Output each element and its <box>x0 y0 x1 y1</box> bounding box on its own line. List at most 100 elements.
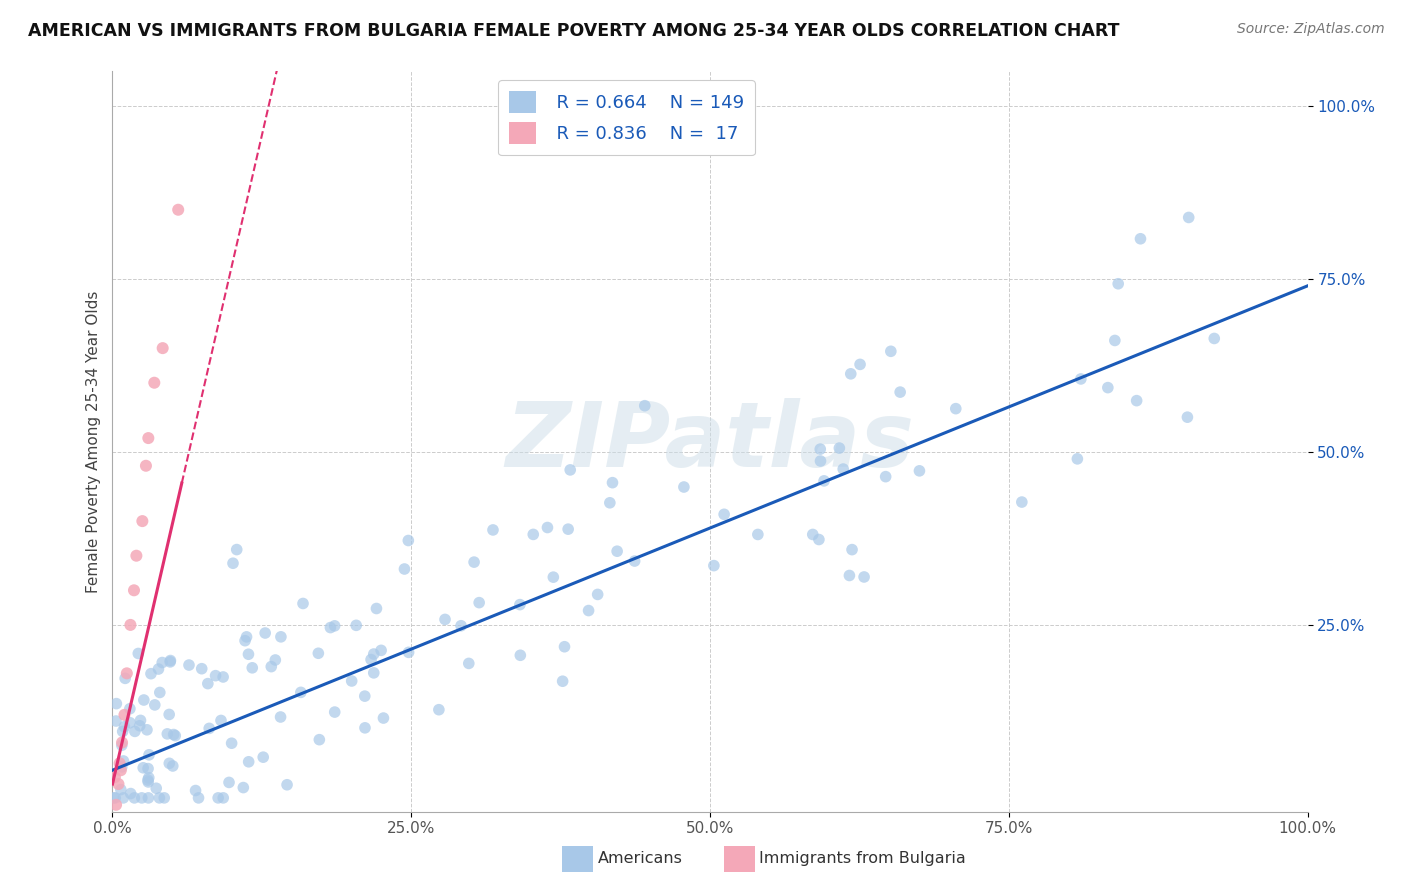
Point <box>370 643 392 657</box>
Point <box>838 568 860 582</box>
Point <box>136 723 159 737</box>
Point <box>363 665 385 680</box>
Point <box>112 754 135 768</box>
Point <box>853 570 876 584</box>
Point <box>131 790 153 805</box>
Y-axis label: Female Poverty Among 25-34 Year Olds: Female Poverty Among 25-34 Year Olds <box>86 291 101 592</box>
Point <box>276 778 298 792</box>
Point <box>1070 372 1092 386</box>
Point <box>354 721 377 735</box>
Point <box>122 583 145 598</box>
Point <box>908 464 931 478</box>
Point <box>1129 232 1152 246</box>
Point <box>396 533 419 548</box>
Point <box>105 697 128 711</box>
Point <box>1177 211 1199 225</box>
Point <box>167 202 190 217</box>
Point <box>232 780 254 795</box>
Point <box>319 621 342 635</box>
Point <box>129 714 152 728</box>
Point <box>841 542 863 557</box>
Point <box>145 781 167 796</box>
Point <box>849 358 872 372</box>
Point <box>945 401 967 416</box>
Point <box>118 715 141 730</box>
Point <box>207 790 229 805</box>
Point <box>366 601 388 615</box>
Text: AMERICAN VS IMMIGRANTS FROM BULGARIA FEMALE POVERTY AMONG 25-34 YEAR OLDS CORREL: AMERICAN VS IMMIGRANTS FROM BULGARIA FEM… <box>28 22 1119 40</box>
Point <box>127 647 149 661</box>
Point <box>810 454 832 468</box>
Point <box>1107 277 1129 291</box>
Point <box>353 689 375 703</box>
Text: Source: ZipAtlas.com: Source: ZipAtlas.com <box>1237 22 1385 37</box>
Point <box>114 707 135 722</box>
Point <box>509 598 531 612</box>
Point <box>1177 410 1199 425</box>
Point <box>1011 495 1033 509</box>
Point <box>110 782 132 797</box>
Point <box>159 655 181 669</box>
Point <box>112 790 135 805</box>
Point <box>198 722 221 736</box>
Point <box>222 556 245 570</box>
Point <box>110 763 132 777</box>
Point <box>344 618 367 632</box>
Point <box>238 755 260 769</box>
Point <box>138 431 160 445</box>
Text: ZIPatlas: ZIPatlas <box>506 398 914 485</box>
Point <box>340 673 363 688</box>
Point <box>159 654 181 668</box>
Point <box>807 533 830 547</box>
Point <box>292 597 315 611</box>
Point <box>427 703 450 717</box>
Point <box>131 514 153 528</box>
Point <box>128 719 150 733</box>
Point <box>522 527 544 541</box>
Point <box>839 367 862 381</box>
Point <box>323 619 346 633</box>
Point <box>218 775 240 789</box>
Point <box>221 736 243 750</box>
Point <box>801 527 824 541</box>
Point <box>560 463 582 477</box>
Point <box>634 399 657 413</box>
Legend:   R = 0.664    N = 149,   R = 0.836    N =  17: R = 0.664 N = 149, R = 0.836 N = 17 <box>498 80 755 155</box>
Point <box>157 756 180 771</box>
Point <box>162 727 184 741</box>
Text: Americans: Americans <box>598 852 682 866</box>
Point <box>672 480 695 494</box>
Point <box>254 626 277 640</box>
Point <box>363 647 385 661</box>
Point <box>307 646 329 660</box>
Point <box>457 657 479 671</box>
Point <box>238 647 260 661</box>
Point <box>509 648 531 663</box>
Point <box>713 508 735 522</box>
Point <box>832 462 855 476</box>
Point <box>136 775 159 789</box>
Point <box>148 790 170 805</box>
Point <box>111 760 134 774</box>
Point <box>813 474 835 488</box>
Point <box>270 630 292 644</box>
Point <box>114 671 136 685</box>
Point <box>290 685 312 699</box>
Point <box>136 772 159 787</box>
Point <box>450 619 472 633</box>
Point <box>747 527 769 541</box>
Point <box>104 770 127 784</box>
Point <box>209 714 232 728</box>
Point <box>225 542 247 557</box>
Point <box>184 783 207 797</box>
Point <box>606 544 628 558</box>
Point <box>108 756 131 771</box>
Point <box>1104 334 1126 348</box>
Point <box>124 724 146 739</box>
Point <box>1204 331 1226 345</box>
Point <box>138 747 160 762</box>
Point <box>398 645 420 659</box>
Point <box>135 458 157 473</box>
Point <box>190 662 212 676</box>
Point <box>1097 381 1119 395</box>
